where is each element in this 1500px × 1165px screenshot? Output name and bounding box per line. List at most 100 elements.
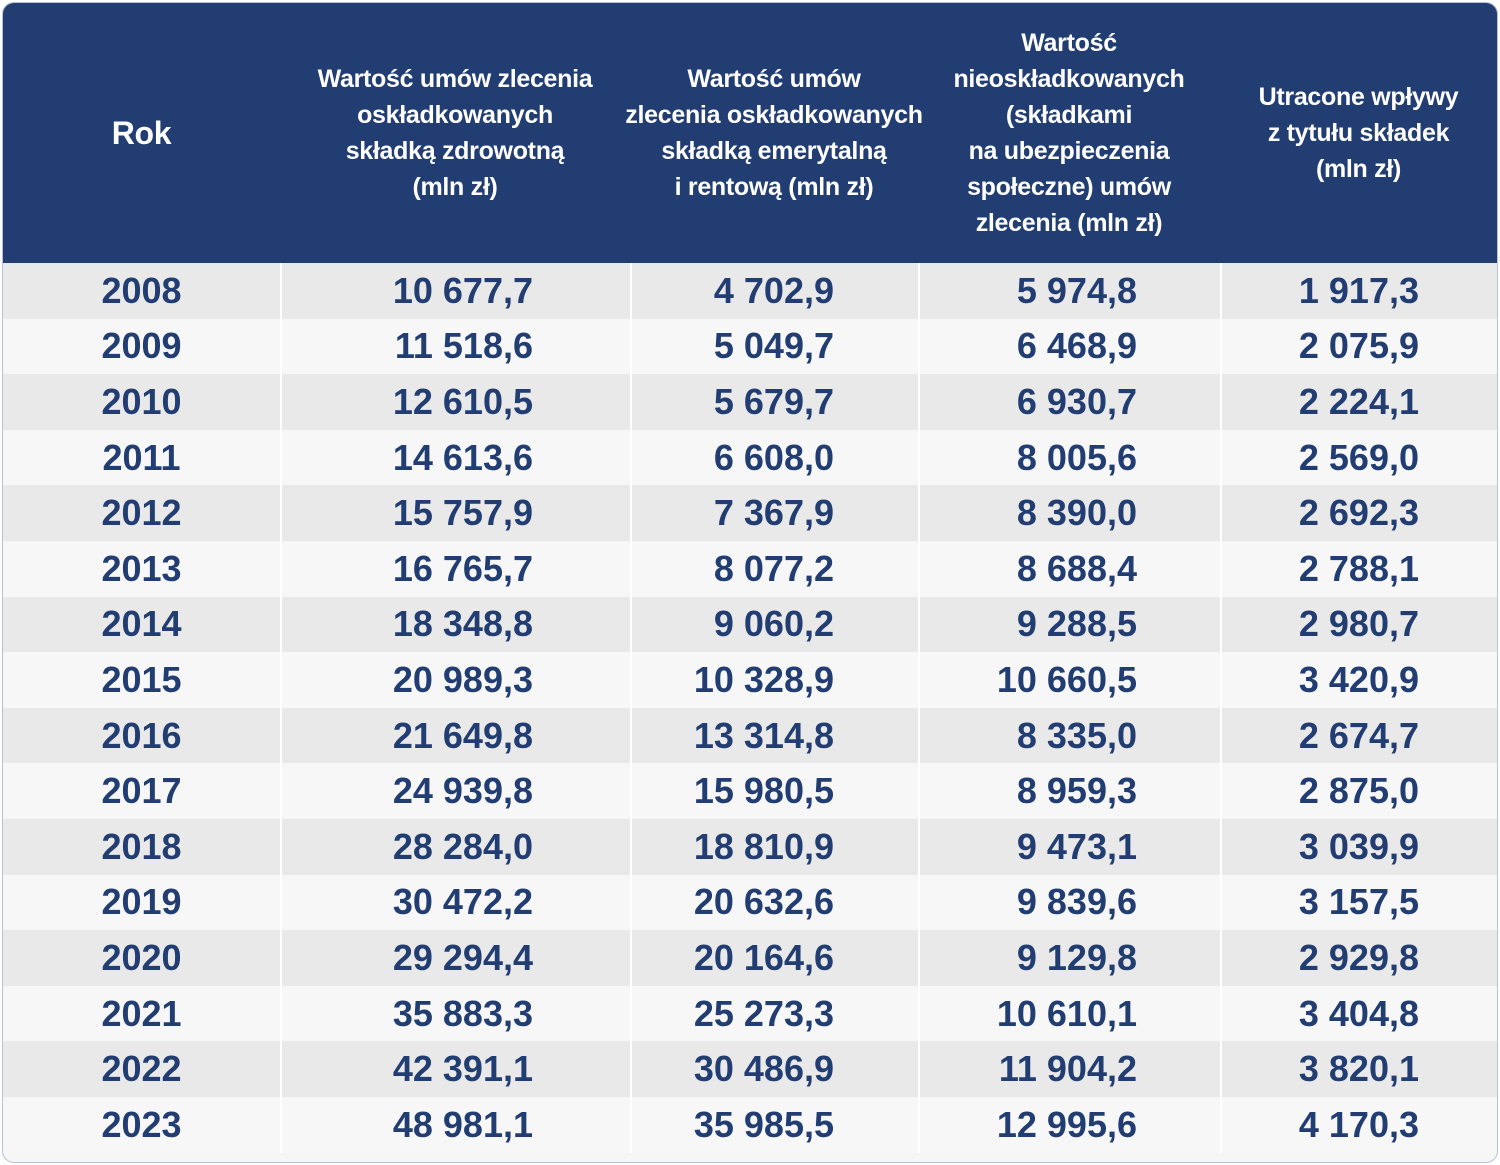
header-line: Utracone wpływy bbox=[1258, 83, 1459, 111]
value-cell: 15 980,5 bbox=[630, 763, 918, 819]
value-cell: 8 688,4 bbox=[918, 540, 1220, 597]
value-cell: 14 613,6 bbox=[280, 429, 630, 486]
value-cell: 9 288,5 bbox=[918, 596, 1220, 653]
table-row: 2014 18 348,8 9 060,2 9 288,5 2 980,7 bbox=[3, 596, 1497, 653]
header-cell: Utracone wpływy z tytułu składek (mln zł) bbox=[1220, 3, 1497, 263]
value-cell: 8 390,0 bbox=[918, 485, 1220, 541]
value-cell: 21 649,8 bbox=[280, 707, 630, 764]
header-line: na ubezpieczenia bbox=[968, 137, 1170, 165]
header-cell: Rok bbox=[3, 3, 280, 263]
value-cell: 3 420,9 bbox=[1220, 652, 1497, 708]
value-cell: 3 820,1 bbox=[1220, 1041, 1497, 1097]
header-line: (mln zł) bbox=[412, 173, 498, 201]
value-cell: 2 788,1 bbox=[1220, 540, 1497, 597]
value-cell: 20 632,6 bbox=[630, 874, 918, 931]
year-cell: 2020 bbox=[101, 936, 182, 978]
header-line: Wartość bbox=[1021, 29, 1117, 57]
value-cell: 35 985,5 bbox=[630, 1096, 918, 1153]
table-body: 2008 10 677,7 4 702,9 5 974,8 1 917,3 2009 11 … bbox=[3, 263, 1497, 1153]
value-cell: 5 049,7 bbox=[630, 318, 918, 375]
value-cell: 2 224,1 bbox=[1220, 374, 1497, 430]
value-cell: 8 959,3 bbox=[918, 763, 1220, 819]
header-cell: Wartość nieoskładkowanych (składkami na ube… bbox=[918, 3, 1220, 263]
value-cell: 30 486,9 bbox=[630, 1041, 918, 1097]
value-cell: 30 472,2 bbox=[280, 874, 630, 931]
value-cell: 2 692,3 bbox=[1220, 485, 1497, 541]
header-line: społeczne) umów bbox=[967, 173, 1171, 201]
value-cell: 20 164,6 bbox=[630, 930, 918, 986]
header-line: (mln zł) bbox=[1315, 155, 1402, 183]
value-cell: 3 157,5 bbox=[1220, 874, 1497, 931]
header-line: składką zdrowotną bbox=[345, 137, 565, 165]
value-cell: 2 075,9 bbox=[1220, 318, 1497, 375]
value-cell: 24 939,8 bbox=[280, 763, 630, 819]
header-cell: Wartość umów zlecenia oskładkowanych skład… bbox=[625, 3, 923, 263]
value-cell: 13 314,8 bbox=[630, 707, 918, 764]
value-cell: 9 129,8 bbox=[918, 930, 1220, 986]
header-cell: Wartość umów zlecenia oskładkowanych skład… bbox=[280, 3, 630, 263]
header-line: z tytułu składek bbox=[1267, 119, 1450, 147]
header-line: składką emerytalną bbox=[661, 137, 887, 165]
value-cell: 8 335,0 bbox=[918, 707, 1220, 764]
value-cell: 2 674,7 bbox=[1220, 707, 1497, 764]
year-cell: 2009 bbox=[101, 325, 182, 367]
year-cell: 2012 bbox=[101, 492, 182, 534]
value-cell: 2 980,7 bbox=[1220, 596, 1497, 653]
table-row: 2013 16 765,7 8 077,2 8 688,4 2 788,1 bbox=[3, 540, 1497, 597]
table-row: 2021 35 883,3 25 273,3 10 610,1 3 404,8 bbox=[3, 985, 1497, 1042]
table-row: 2010 12 610,5 5 679,7 6 930,7 2 224,1 bbox=[3, 374, 1497, 430]
year-cell: 2017 bbox=[101, 770, 182, 812]
value-cell: 2 569,0 bbox=[1220, 429, 1497, 486]
value-cell: 11 904,2 bbox=[918, 1041, 1220, 1097]
year-cell: 2016 bbox=[101, 714, 182, 756]
year-cell: 2015 bbox=[101, 658, 182, 700]
value-cell: 20 989,3 bbox=[280, 652, 630, 708]
table-row: 2020 29 294,4 20 164,6 9 129,8 2 929,8 bbox=[3, 930, 1497, 986]
value-cell: 29 294,4 bbox=[280, 930, 630, 986]
value-cell: 28 284,0 bbox=[280, 818, 630, 875]
table-row: 2019 30 472,2 20 632,6 9 839,6 3 157,5 bbox=[3, 874, 1497, 931]
value-cell: 3 039,9 bbox=[1220, 818, 1497, 875]
value-cell: 48 981,1 bbox=[280, 1096, 630, 1153]
year-cell: 2021 bbox=[101, 992, 182, 1034]
year-cell: 2008 bbox=[101, 269, 182, 311]
table-row: 2018 28 284,0 18 810,9 9 473,1 3 039,9 bbox=[3, 818, 1497, 875]
value-cell: 5 679,7 bbox=[630, 374, 918, 430]
value-cell: 6 468,9 bbox=[918, 318, 1220, 375]
table-row: 2016 21 649,8 13 314,8 8 335,0 2 674,7 bbox=[3, 707, 1497, 764]
header-line: Rok bbox=[111, 115, 172, 151]
value-cell: 7 367,9 bbox=[630, 485, 918, 541]
value-cell: 25 273,3 bbox=[630, 985, 918, 1042]
header-line: nieoskładkowanych bbox=[953, 65, 1185, 93]
table-header: Rok Wartość umów zlecenia oskładkowanych sk… bbox=[3, 3, 1497, 263]
value-cell: 10 677,7 bbox=[280, 263, 630, 319]
table-row: 2009 11 518,6 5 049,7 6 468,9 2 075,9 bbox=[3, 318, 1497, 375]
table-row: 2017 24 939,8 15 980,5 8 959,3 2 875,0 bbox=[3, 763, 1497, 819]
value-cell: 6 930,7 bbox=[918, 374, 1220, 430]
value-cell: 10 328,9 bbox=[630, 652, 918, 708]
value-cell: 1 917,3 bbox=[1220, 263, 1497, 319]
value-cell: 4 702,9 bbox=[630, 263, 918, 319]
value-cell: 11 518,6 bbox=[280, 318, 630, 375]
value-cell: 12 610,5 bbox=[280, 374, 630, 430]
value-cell: 10 610,1 bbox=[918, 985, 1220, 1042]
value-cell: 2 875,0 bbox=[1220, 763, 1497, 819]
value-cell: 12 995,6 bbox=[918, 1096, 1220, 1153]
value-cell: 35 883,3 bbox=[280, 985, 630, 1042]
table-row: 2022 42 391,1 30 486,9 11 904,2 3 820,1 bbox=[3, 1041, 1497, 1097]
value-cell: 3 404,8 bbox=[1220, 985, 1497, 1042]
value-cell: 5 974,8 bbox=[918, 263, 1220, 319]
header-line: Wartość umów zlecenia bbox=[317, 65, 593, 93]
header-line: (składkami bbox=[1005, 101, 1133, 129]
header-line: oskładkowanych bbox=[357, 101, 553, 129]
value-cell: 42 391,1 bbox=[280, 1041, 630, 1097]
year-cell: 2011 bbox=[102, 436, 181, 478]
year-cell: 2019 bbox=[101, 881, 182, 923]
table-row: 2008 10 677,7 4 702,9 5 974,8 1 917,3 bbox=[3, 263, 1497, 319]
year-cell: 2022 bbox=[101, 1048, 182, 1090]
value-cell: 9 060,2 bbox=[630, 596, 918, 653]
value-cell: 18 348,8 bbox=[280, 596, 630, 653]
header-line: Wartość umów bbox=[687, 65, 861, 93]
table-row: 2011 14 613,6 6 608,0 8 005,6 2 569,0 bbox=[3, 429, 1497, 486]
